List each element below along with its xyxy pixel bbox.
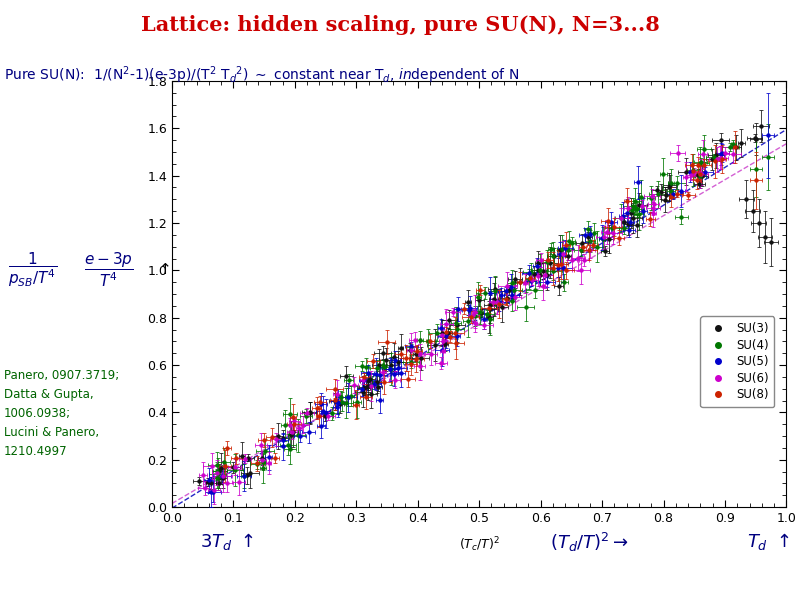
Text: $(T_c/T)^2$: $(T_c/T)^2$	[458, 535, 500, 554]
Text: $(T_d/T)^2$$\rightarrow$: $(T_d/T)^2$$\rightarrow$	[550, 531, 630, 554]
Text: $\uparrow$: $\uparrow$	[156, 263, 170, 277]
Text: $3T_d$ $\uparrow$: $3T_d$ $\uparrow$	[200, 531, 254, 552]
Text: Lattice: hidden scaling, pure SU(N), N=3...8: Lattice: hidden scaling, pure SU(N), N=3…	[141, 15, 659, 35]
Text: Pure SU(N):  1/(N$^2$-1)(e-3p)/(T$^2$ T$_d$$^2$) $\sim$ constant near T$_d$, $\m: Pure SU(N): 1/(N$^2$-1)(e-3p)/(T$^2$ T$_…	[4, 65, 519, 86]
Text: $T_d$ $\uparrow$: $T_d$ $\uparrow$	[746, 531, 790, 552]
Text: Panero, 0907.3719;
Datta & Gupta,
1006.0938;
Lucini & Panero,
1210.4997: Panero, 0907.3719; Datta & Gupta, 1006.0…	[4, 369, 119, 458]
Text: $\dfrac{e-3p}{T^4}$: $\dfrac{e-3p}{T^4}$	[84, 251, 134, 289]
Text: $\dfrac{1}{p_{SB}/T^4}$: $\dfrac{1}{p_{SB}/T^4}$	[8, 251, 57, 289]
Legend: SU(3), SU(4), SU(5), SU(6), SU(8): SU(3), SU(4), SU(5), SU(6), SU(8)	[701, 316, 774, 407]
